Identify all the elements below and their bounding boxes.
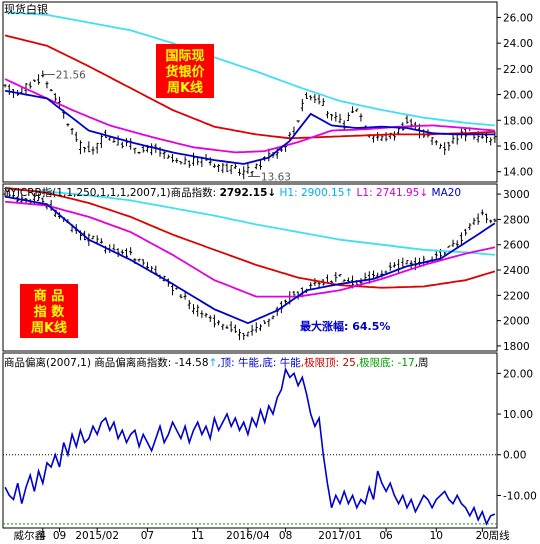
panel-frame [2,1,498,183]
panel-silver: 14.00 16.00 18.00 20.00 22.00 24.00 26.00 现货白银 2… [2,1,533,183]
legend-segment: ,极限顶: 25 [301,356,356,369]
x-tick-label: 08 [279,530,292,540]
crb-legend: YYJCRB指(1,1,250,1,1,1,2007,1)商品指数: 2792.… [3,186,461,199]
annotation-line: 周K线 [167,80,203,96]
high-label: 21.56 [56,70,86,82]
ma-magenta-line [5,200,496,298]
x-tick-label: 2017/01 [318,530,362,540]
deviation-line [4,366,496,526]
legend-segment: YYJCRB指(1,1,250,1,1,1,2007,1) [3,186,171,199]
y-tick-label: 2400 [503,265,530,277]
ma-blue-line [4,89,495,165]
x-tick-label: 07 [141,530,154,540]
y-tick-label: 22.00 [503,64,533,76]
annotation-line: 周K线 [31,320,67,336]
x-tick-label: 10 [430,530,443,540]
y-tick-label: 0.00 [503,450,526,462]
legend-segment: ,底: 牛能 [259,356,301,369]
y-tick-label: 24.00 [503,38,533,50]
panel-crb: 1800 2000 2200 2400 2600 2800 3000 YYJCRB指(1,1,… [2,183,530,353]
ma-red-line [4,186,496,289]
ma-cyan-line [5,188,495,256]
ma-blue-line [4,195,496,325]
legend-segment: ,周 [415,357,429,369]
x-tick-label: 周线 [489,529,510,540]
panel-title: 现货白银 [4,2,48,16]
x-tick-label: 09 [53,530,66,540]
legend-segment: ,顶: 牛能 [217,356,259,369]
legend-segment: 商品指数: [171,186,220,199]
legend-segment: 商品偏离(2007,1) [4,356,91,369]
x-tick-label: 06 [379,530,393,540]
legend-segment: ↑ [209,357,218,369]
panel-deviation: -10.00 0.00 10.00 20.00 商品偏离(2007,1) 商品偏离商指数… [2,352,537,529]
x-tick-label: 2015/02 [75,530,119,540]
y-tick-label: 2000 [503,316,530,328]
legend-segment: -14.58 [175,357,209,369]
legend-segment: L1: 2741.95↓ [353,187,428,199]
y-tick-label: 2600 [503,240,530,252]
y-tick-label: 1800 [503,341,530,353]
y-tick-label: 3000 [503,189,530,201]
ma-magenta-line [4,78,495,154]
panel-frame [2,352,498,529]
y-tick-label: -10.00 [503,490,537,502]
y-tick-label: 14.00 [503,167,533,179]
y-tick-label: 20.00 [503,90,533,102]
annotation-line: 指 数 [34,304,66,320]
y-tick-label: 10.00 [503,409,533,421]
legend-segment: H1: 2900.15↑ [276,187,353,199]
max-rise-label: 最大涨幅: 64.5% [300,319,390,333]
y-tick-label: 26.00 [503,12,533,24]
panel-frame [2,183,498,352]
x-tick-label: 威尔鑫 [13,529,45,540]
legend-segment: 商品偏离商指数: [91,356,175,369]
legend-segment: 2792.15↓ [220,187,277,199]
low-label: 13.63 [261,171,291,183]
annotation-line: 货银价 [165,64,205,80]
legend-segment: MA20 [428,187,461,199]
y-tick-label: 16.00 [503,141,533,153]
y-tick-label: 20.00 [503,368,533,380]
ma-cyan-line [5,11,495,127]
x-tick-label: 4 [39,530,46,540]
x-tick-label: 20 [476,530,489,540]
annotation-line: 商 品 [34,288,65,304]
x-tick-label: 2016/04 [226,530,270,540]
y-tick-label: 18.00 [503,115,533,127]
annotation-line: 国际现 [165,49,204,64]
y-tick-label: 2800 [503,214,530,226]
y-tick-label: 2200 [503,290,530,302]
candles [3,70,497,180]
x-tick-label: 11 [191,530,204,540]
legend-segment: ,极限底: -17 [356,356,415,369]
ma-red-line [4,34,495,140]
deviation-legend: 商品偏离(2007,1) 商品偏离商指数: -14.58↑,顶: 牛能,底: 牛… [4,356,429,369]
